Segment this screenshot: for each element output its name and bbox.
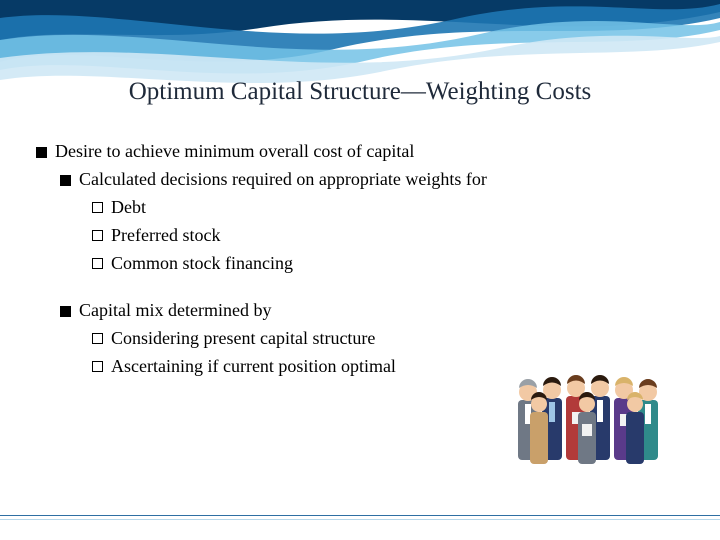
bullet-l3: Common stock financing	[92, 250, 684, 278]
bullet-text: Calculated decisions required on appropr…	[79, 169, 487, 189]
header-wave	[0, 0, 720, 90]
bullet-text: Desire to achieve minimum overall cost o…	[55, 141, 414, 161]
slide-body: Desire to achieve minimum overall cost o…	[36, 138, 684, 381]
bullet-text: Considering present capital structure	[111, 328, 375, 348]
bullet-text: Common stock financing	[111, 253, 293, 273]
bullet-l3: Preferred stock	[92, 222, 684, 250]
spacer	[36, 277, 684, 297]
bullet-l3: Debt	[92, 194, 684, 222]
bullet-l1: Desire to achieve minimum overall cost o…	[36, 138, 684, 166]
bullet-text: Ascertaining if current position optimal	[111, 356, 396, 376]
slide-title: Optimum Capital Structure—Weighting Cost…	[0, 78, 720, 106]
bullet-text: Debt	[111, 197, 146, 217]
footer-line-bottom	[0, 519, 720, 521]
bullet-text: Preferred stock	[111, 225, 220, 245]
footer-line-top	[0, 515, 720, 517]
bullet-l2: Capital mix determined by	[60, 297, 684, 325]
bullet-l3: Considering present capital structure	[92, 325, 684, 353]
bullet-l2: Calculated decisions required on appropr…	[60, 166, 684, 194]
bullet-text: Capital mix determined by	[79, 300, 271, 320]
people-illustration	[512, 362, 672, 472]
